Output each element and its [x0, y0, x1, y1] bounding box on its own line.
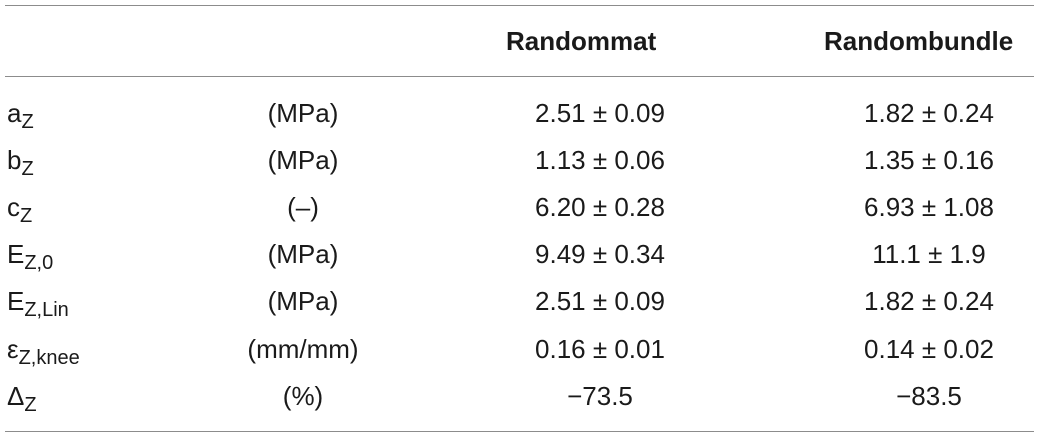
- table-row: εZ,knee (mm/mm) 0.16 ± 0.01 0.14 ± 0.02: [0, 329, 1039, 369]
- parameter-symbol: EZ,0: [7, 239, 54, 274]
- randombundle-value: 11.1 ± 1.9: [872, 239, 986, 269]
- table-row: EZ,Lin (MPa) 2.51 ± 0.09 1.82 ± 0.24: [0, 281, 1039, 321]
- table-row: aZ (MPa) 2.51 ± 0.09 1.82 ± 0.24: [0, 93, 1039, 133]
- randombundle-value: 1.82 ± 0.24: [864, 286, 994, 316]
- parameter-symbol: EZ,Lin: [7, 286, 69, 321]
- parameter-symbol: bZ: [7, 145, 34, 180]
- parameter-unit: (MPa): [267, 286, 339, 316]
- parameter-unit: (MPa): [267, 145, 339, 175]
- column-header-randommat: Randommat: [506, 26, 657, 56]
- parameter-unit: (MPa): [267, 239, 339, 269]
- table-bottom-rule: [5, 431, 1034, 432]
- parameter-symbol: cZ: [7, 192, 33, 227]
- table-header-rule: [5, 76, 1034, 77]
- randombundle-value: −83.5: [896, 381, 962, 411]
- randommat-value: 0.16 ± 0.01: [535, 334, 665, 364]
- randombundle-value: 0.14 ± 0.02: [864, 334, 994, 364]
- table-top-rule: [5, 5, 1034, 6]
- randombundle-value: 1.35 ± 0.16: [864, 145, 994, 175]
- randommat-value: 6.20 ± 0.28: [535, 192, 665, 222]
- table-row: ΔZ (%) −73.5 −83.5: [0, 376, 1039, 416]
- randommat-value: −73.5: [567, 381, 633, 411]
- parameter-unit: (MPa): [267, 98, 339, 128]
- parameter-symbol: εZ,knee: [7, 334, 80, 369]
- parameter-unit: (–): [287, 192, 319, 222]
- randommat-value: 1.13 ± 0.06: [535, 145, 665, 175]
- randombundle-value: 1.82 ± 0.24: [864, 98, 994, 128]
- table-row: bZ (MPa) 1.13 ± 0.06 1.35 ± 0.16: [0, 140, 1039, 180]
- table-row: EZ,0 (MPa) 9.49 ± 0.34 11.1 ± 1.9: [0, 234, 1039, 274]
- randommat-value: 2.51 ± 0.09: [535, 286, 665, 316]
- randombundle-value: 6.93 ± 1.08: [864, 192, 994, 222]
- parameter-symbol: aZ: [7, 98, 34, 133]
- parameter-symbol: ΔZ: [7, 381, 37, 416]
- column-header-randombundle: Randombundle: [824, 26, 1014, 56]
- parameter-unit: (%): [282, 381, 324, 411]
- randommat-value: 2.51 ± 0.09: [535, 98, 665, 128]
- parameter-unit: (mm/mm): [247, 334, 359, 364]
- table-row: cZ (–) 6.20 ± 0.28 6.93 ± 1.08: [0, 187, 1039, 227]
- randommat-value: 9.49 ± 0.34: [535, 239, 665, 269]
